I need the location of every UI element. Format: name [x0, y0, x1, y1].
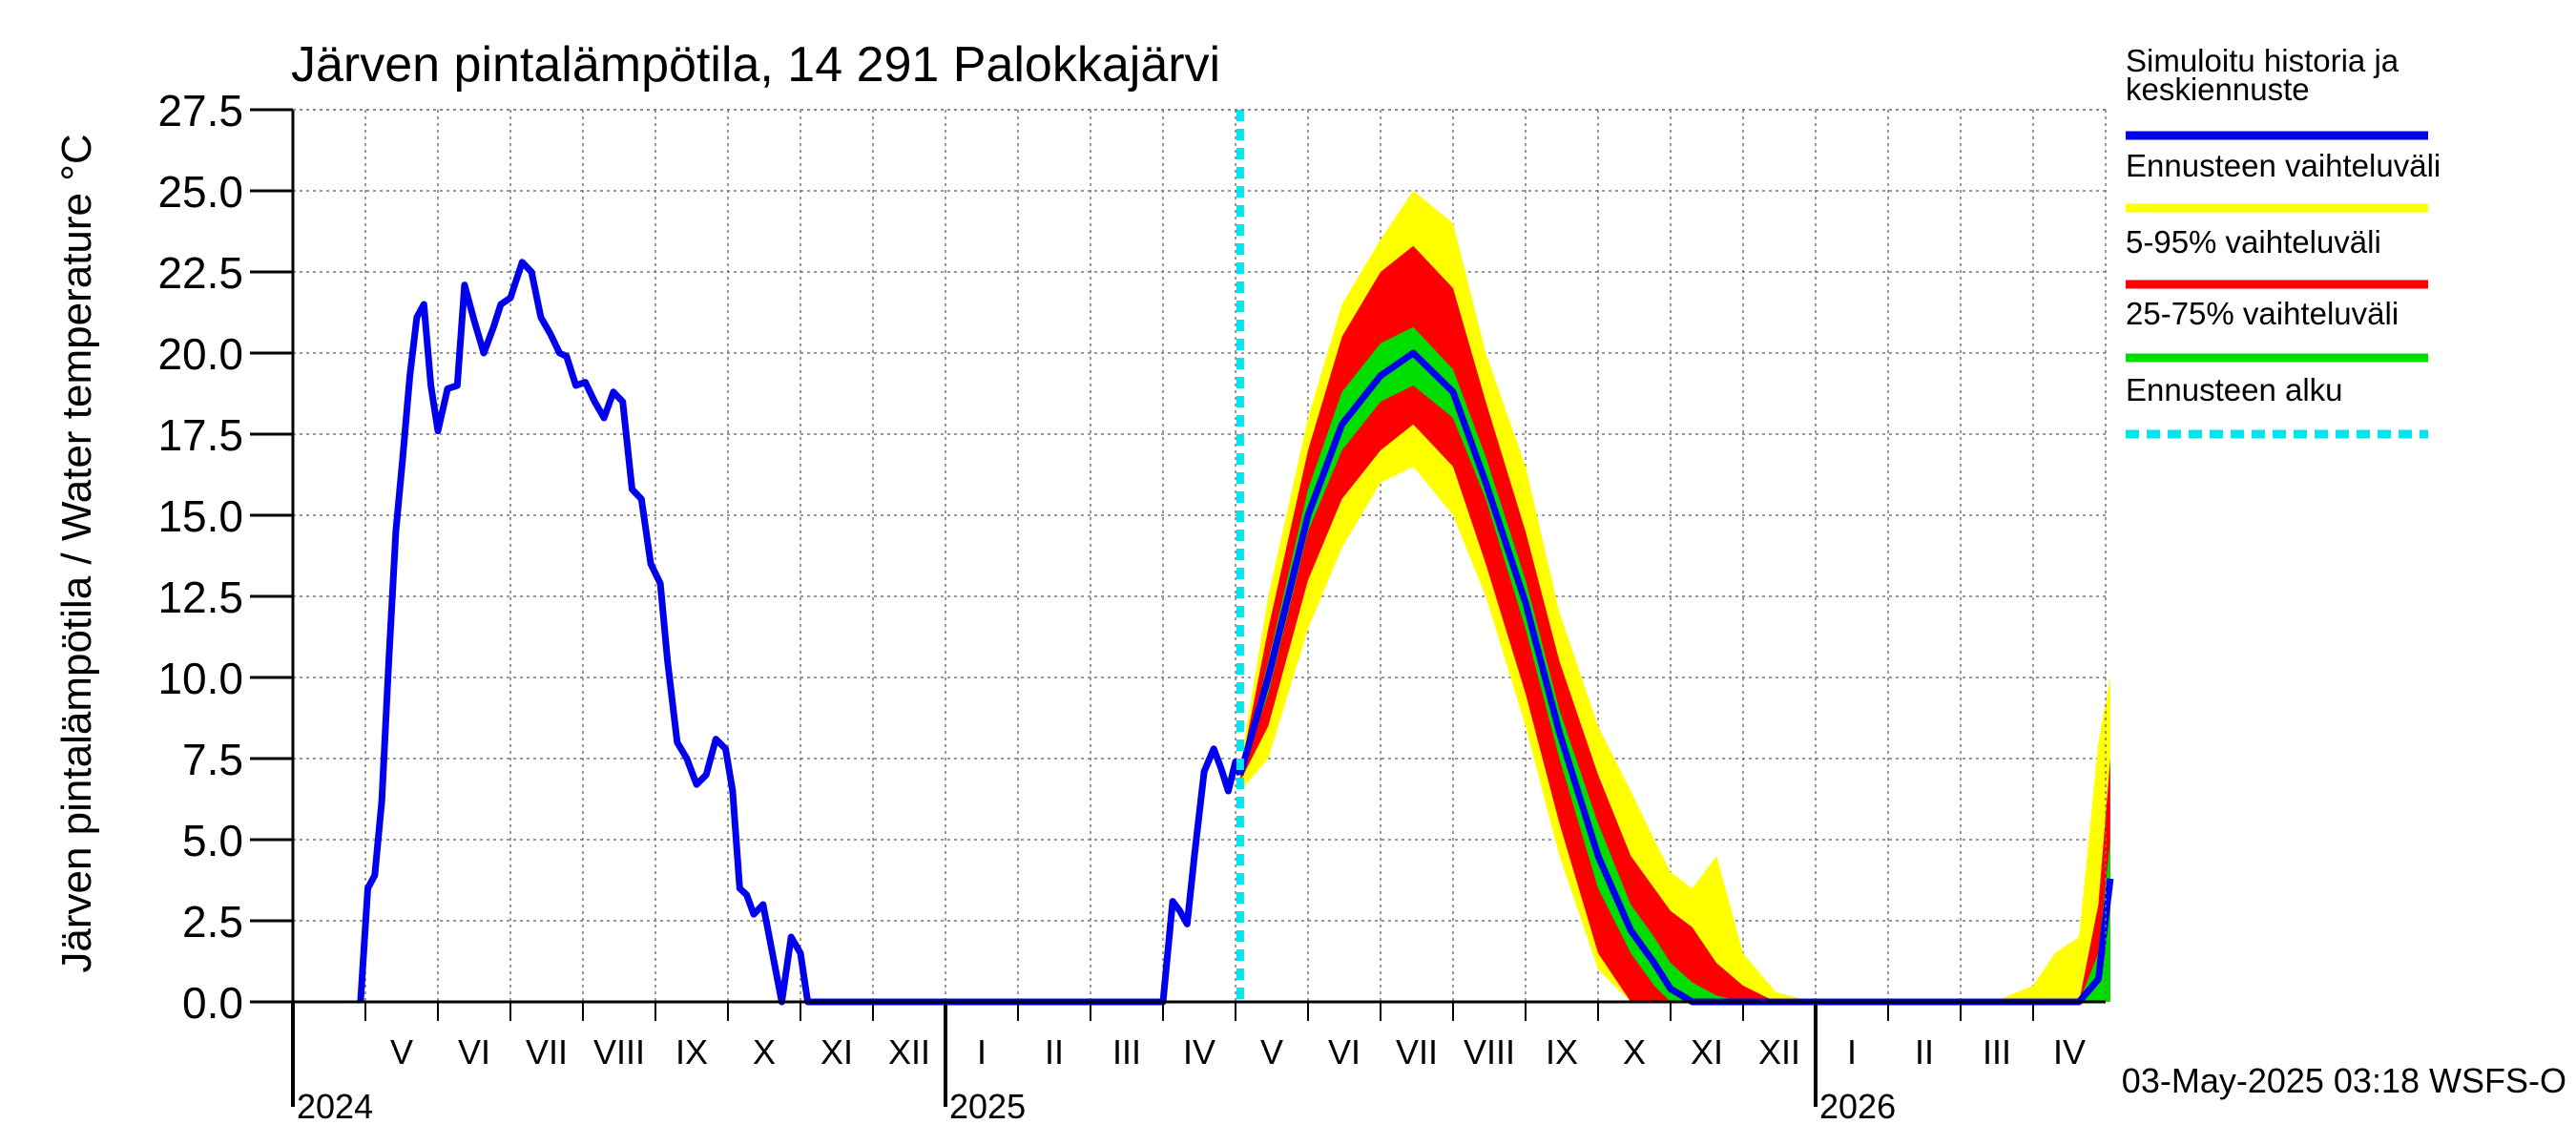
x-month-label: IX — [675, 1032, 708, 1072]
y-tick-label: 0.0 — [182, 978, 243, 1028]
legend-label: keskiennuste — [2126, 72, 2310, 107]
x-month-label: IV — [1183, 1032, 1215, 1072]
x-month-label: IX — [1546, 1032, 1578, 1072]
x-month-label: VII — [526, 1032, 568, 1072]
y-tick-label: 2.5 — [182, 897, 243, 947]
x-month-label: VI — [1328, 1032, 1361, 1072]
x-month-label: X — [753, 1032, 776, 1072]
x-month-label: XII — [888, 1032, 930, 1072]
y-axis-label: Järven pintalämpötila / Water temperatur… — [53, 134, 100, 972]
y-tick-label: 25.0 — [157, 167, 243, 217]
x-month-label: VI — [458, 1032, 490, 1072]
chart-title: Järven pintalämpötila, 14 291 Palokkajär… — [291, 37, 1220, 93]
x-month-label: I — [1847, 1032, 1857, 1072]
y-tick-label: 17.5 — [157, 410, 243, 460]
x-year-label: 2024 — [297, 1087, 373, 1126]
x-year-label: 2026 — [1819, 1087, 1896, 1126]
footer-timestamp: 03-May-2025 03:18 WSFS-O — [2122, 1061, 2566, 1100]
x-month-label: II — [1045, 1032, 1064, 1072]
band-p5_95 — [1239, 245, 2110, 1002]
x-month-label: XII — [1758, 1032, 1800, 1072]
x-month-label: IV — [2053, 1032, 2086, 1072]
forecast-bands — [1239, 191, 2110, 1002]
x-month-label: III — [1112, 1032, 1141, 1072]
x-month-label: III — [1983, 1032, 2011, 1072]
x-month-label: V — [1260, 1032, 1283, 1072]
legend-label: Ennusteen vaihteluväli — [2126, 148, 2441, 183]
y-tick-label: 15.0 — [157, 491, 243, 541]
legend-label: 5-95% vaihteluväli — [2126, 224, 2381, 260]
x-month-label: II — [1915, 1032, 1934, 1072]
x-month-label: XI — [821, 1032, 853, 1072]
axes: 0.0 2.5 5.0 7.5 10.0 12.5 15.0 17.5 20.0 22.5 25.0… — [157, 86, 2107, 1126]
x-month-label: VIII — [593, 1032, 645, 1072]
legend-label: Ennusteen alku — [2126, 372, 2343, 407]
y-tick-label: 12.5 — [157, 572, 243, 622]
x-month-label: V — [390, 1032, 413, 1072]
legend-label: Simuloitu historia ja — [2126, 43, 2399, 78]
x-month-label: XI — [1691, 1032, 1723, 1072]
x-year-label: 2025 — [949, 1087, 1026, 1126]
y-tick-label: 20.0 — [157, 329, 243, 379]
y-tick-label: 22.5 — [157, 248, 243, 298]
y-tick-label: 10.0 — [157, 654, 243, 703]
y-tick-label: 27.5 — [157, 86, 243, 135]
x-month-label: X — [1623, 1032, 1646, 1072]
x-month-label: I — [977, 1032, 987, 1072]
y-tick-label: 7.5 — [182, 735, 243, 784]
legend-label: 25-75% vaihteluväli — [2126, 296, 2399, 331]
x-month-label: VIII — [1464, 1032, 1515, 1072]
x-month-label: VII — [1396, 1032, 1438, 1072]
y-tick-label: 5.0 — [182, 816, 243, 865]
